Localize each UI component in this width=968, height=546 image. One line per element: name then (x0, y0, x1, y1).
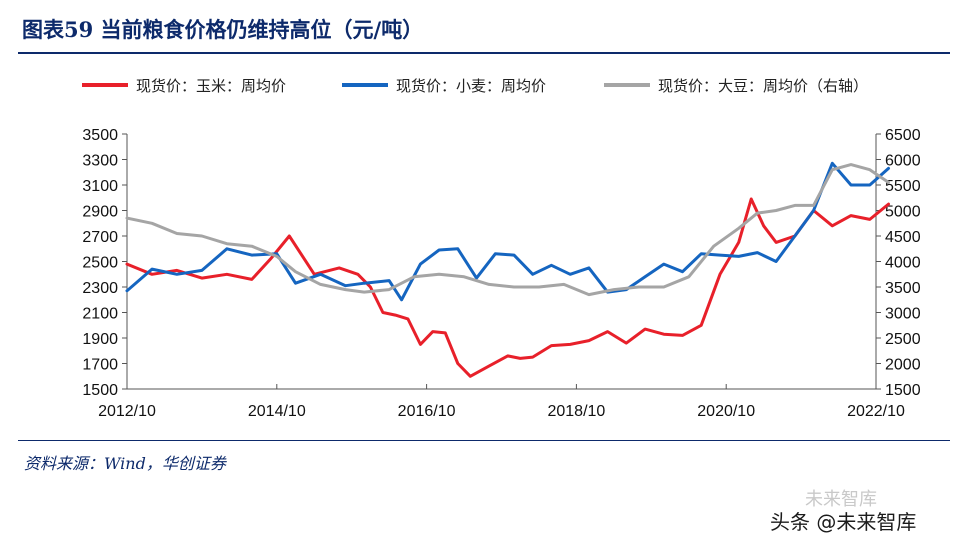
legend-item-soybean: 现货价：大豆：周均价（右轴） (604, 74, 868, 96)
y-right-tick-label: 2000 (885, 357, 921, 374)
y-right-tick-label: 2500 (885, 331, 921, 348)
title-divider (18, 52, 950, 54)
legend-item-wheat: 现货价：小麦：周均价 (342, 74, 546, 96)
y-left-tick-label: 1500 (82, 382, 118, 399)
x-tick-label: 2020/10 (697, 403, 755, 420)
y-left-tick-label: 3300 (82, 153, 118, 170)
y-left-tick-label: 2300 (82, 280, 118, 297)
legend: 现货价：玉米：周均价 现货价：小麦：周均价 现货价：大豆：周均价（右轴） (0, 74, 968, 96)
y-left-tick-label: 1900 (82, 331, 118, 348)
legend-label-corn: 现货价：玉米：周均价 (136, 76, 287, 95)
y-right-tick-label: 3500 (885, 280, 921, 297)
axes: 1500 1700 1900 2100 2300 2500 2700 2900 3100 3300… (82, 127, 920, 420)
y-left-tick-label: 2500 (82, 255, 118, 272)
y-right-tick-label: 3000 (885, 306, 921, 323)
y-right-tick-label: 1500 (885, 382, 921, 399)
y-left-tick-label: 2700 (82, 229, 118, 246)
y-left-tick-label: 2100 (82, 306, 118, 323)
legend-swatch-soybean (604, 83, 650, 87)
x-tick-label: 2012/10 (98, 403, 156, 420)
series-line-soybean (125, 163, 890, 297)
watermark-account: 头条 @未来智库 (770, 510, 917, 534)
y-left-tick-label: 3500 (82, 127, 118, 144)
y-right-tick-label: 5000 (885, 204, 921, 221)
watermark-logo-text: 未来智库 (805, 489, 877, 510)
source-divider (18, 440, 950, 441)
x-tick-label: 2016/10 (398, 403, 456, 420)
legend-item-corn: 现货价：玉米：周均价 (82, 74, 286, 96)
x-tick-label: 2014/10 (248, 403, 306, 420)
y-right-tick-label: 4500 (885, 229, 921, 246)
y-right-tick-label: 6000 (885, 153, 921, 170)
legend-label-wheat: 现货价：小麦：周均价 (396, 76, 547, 95)
legend-swatch-corn (82, 83, 128, 87)
series-lines (125, 161, 890, 378)
x-tick-label: 2022/10 (847, 403, 905, 420)
legend-label-soybean: 现货价：大豆：周均价（右轴） (658, 76, 869, 95)
y-left-tick-label: 2900 (82, 204, 118, 221)
legend-swatch-wheat (342, 83, 388, 87)
y-left-tick-label: 3100 (82, 178, 118, 195)
y-right-tick-label: 5500 (885, 178, 921, 195)
series-line-wheat (125, 161, 890, 302)
y-left-tick-label: 1700 (82, 357, 118, 374)
source-note: 资料来源：Wind，华创证券 (24, 454, 226, 473)
price-line-chart: 1500 1700 1900 2100 2300 2500 2700 2900 3100 3300… (82, 127, 920, 420)
series-line-corn (125, 197, 890, 378)
x-tick-label: 2018/10 (547, 403, 605, 420)
y-right-tick-label: 4000 (885, 255, 921, 272)
y-right-tick-label: 6500 (885, 127, 921, 144)
chart-title: 图表59 当前粮食价格仍维持高位（元/吨） (22, 17, 424, 42)
